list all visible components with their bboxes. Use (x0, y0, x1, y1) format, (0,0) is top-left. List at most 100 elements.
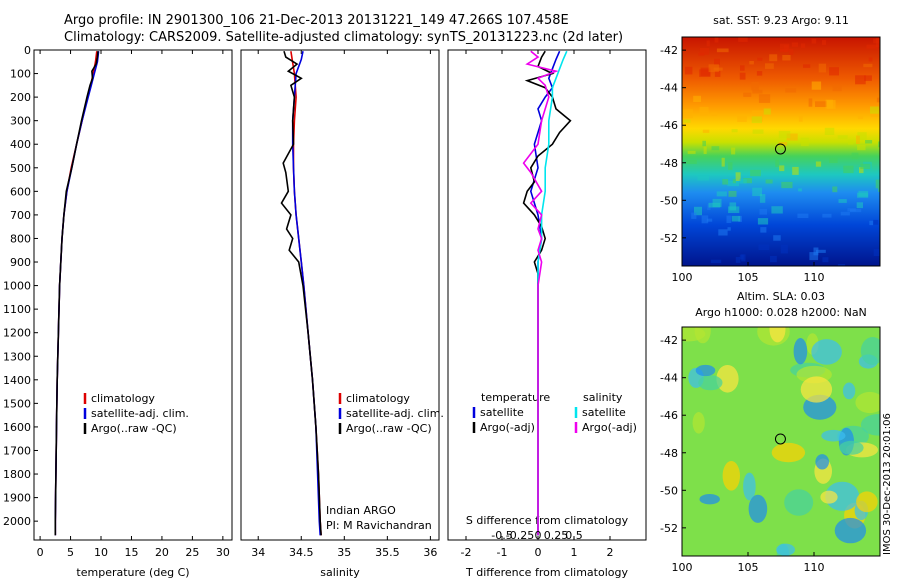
sst-cell (816, 249, 826, 253)
sst-cell (706, 218, 713, 222)
sst-cell (863, 63, 873, 68)
salinity-annotation-line2: PI: M Ravichandran (326, 519, 432, 532)
sst-cell (797, 213, 809, 218)
sst-cell (728, 162, 733, 170)
sst-cell (843, 165, 854, 174)
sst-cell (770, 255, 777, 263)
sst-cell (825, 99, 833, 109)
temperature-panel: temperature (deg C) 0 5 10 15 20 25 3001002003… (3, 44, 233, 579)
ytick-label-13: 1300 (3, 350, 31, 363)
sst-cell (878, 141, 880, 148)
sst-cell (771, 206, 783, 214)
sst-cell (714, 58, 720, 65)
map-marker-4 (774, 433, 786, 445)
sla-blob (811, 339, 842, 365)
sst-cell (765, 179, 773, 184)
sst-cell (706, 40, 710, 47)
map-ytick-label-4-3: -48 (660, 447, 678, 460)
sst-cell (752, 89, 763, 94)
sst-cell (722, 179, 729, 185)
series-0-2 (54, 51, 99, 536)
sst-cell (778, 142, 788, 146)
sst-cell (751, 110, 764, 118)
sst-cell (791, 42, 798, 47)
sst-cell (726, 215, 732, 223)
difference-xlabel-top: S difference from climatology (466, 514, 629, 527)
sst-cell (855, 75, 866, 85)
sst-cell (716, 48, 729, 53)
series-0-0 (54, 51, 98, 536)
sst-cell (873, 219, 879, 225)
ytick-label-16: 1600 (3, 421, 31, 434)
sla-blob (748, 494, 768, 523)
ytick-label-8: 800 (10, 232, 31, 245)
sst-cell (811, 81, 822, 90)
map-ytick-label-4-5: -52 (660, 522, 678, 535)
sst-cell (815, 161, 822, 167)
map-xtick-label-4-2: 110 (804, 561, 825, 574)
sla-blob (776, 543, 795, 556)
sst-cell (693, 95, 701, 102)
sst-cell (739, 72, 746, 80)
sst-cell (871, 111, 879, 117)
map-ytick-label-3-2: -46 (660, 119, 678, 132)
sst-cell (869, 220, 874, 226)
ytick-label-14: 1400 (3, 374, 31, 387)
sst-cell (813, 247, 819, 256)
sst-cell (773, 235, 781, 241)
sst-cell (873, 249, 880, 256)
sla-blob (698, 375, 723, 391)
sst-cell (735, 172, 741, 181)
sla-map-frame (681, 326, 881, 557)
sst-cell (798, 116, 803, 122)
sst-cell (691, 212, 697, 219)
sla-blob (743, 472, 756, 501)
temperature-axes-frame (33, 49, 233, 541)
sst-cell (859, 167, 864, 174)
series-1-2 (280, 50, 322, 536)
sst-cell (822, 40, 827, 46)
map-ytick-label-4-1: -44 (660, 372, 678, 385)
xtick-label-1-2: 35 (337, 546, 351, 559)
sst-cell (729, 202, 737, 211)
sst-cell (868, 57, 873, 62)
salinity-panel: salinity Indian ARGO PI: M Ravichandran … (240, 49, 444, 579)
sst-cell (811, 38, 817, 44)
sst-cell (702, 140, 706, 147)
xtick-label-1-0: 34 (251, 546, 265, 559)
ytick-label-20: 2000 (3, 515, 31, 528)
sst-cell (739, 254, 744, 260)
xtick-label-2-0: -2 (461, 546, 472, 559)
sst-cell (837, 135, 848, 139)
sla-blob (699, 494, 720, 505)
ytick-label-12: 1200 (3, 327, 31, 340)
sla-blob (722, 461, 740, 491)
sla-blob (821, 429, 846, 442)
sst-cell (778, 130, 791, 139)
sst-cell (860, 163, 871, 169)
sla-blob (694, 327, 711, 344)
sst-cell (752, 129, 764, 134)
sst-cell (876, 97, 880, 103)
diff-legend-right-label-0: satellite (582, 406, 626, 419)
sst-cell (808, 98, 813, 107)
legend-label-0-2: Argo(..raw -QC) (91, 422, 177, 435)
sla-map-title-line2: Argo h1000: 0.028 h2000: NaN (695, 306, 867, 319)
xtick-label-2-4: 2 (607, 546, 614, 559)
ytick-label-7: 700 (10, 209, 31, 222)
sst-cell (780, 244, 788, 254)
sst-cell (878, 187, 880, 192)
sla-blob (820, 490, 838, 504)
sst-cell (699, 106, 709, 116)
map-xtick-label-3-2: 110 (804, 271, 825, 284)
sst-cell (848, 140, 854, 145)
map-xtick-label-4-1: 105 (738, 561, 759, 574)
sst-cell (714, 71, 721, 77)
sst-cell (728, 190, 737, 197)
ytick-label-6: 600 (10, 185, 31, 198)
map-ytick-label-3-4: -50 (660, 194, 678, 207)
sst-cell (840, 211, 850, 216)
sst-cell (711, 146, 720, 151)
sst-cell (786, 133, 798, 141)
